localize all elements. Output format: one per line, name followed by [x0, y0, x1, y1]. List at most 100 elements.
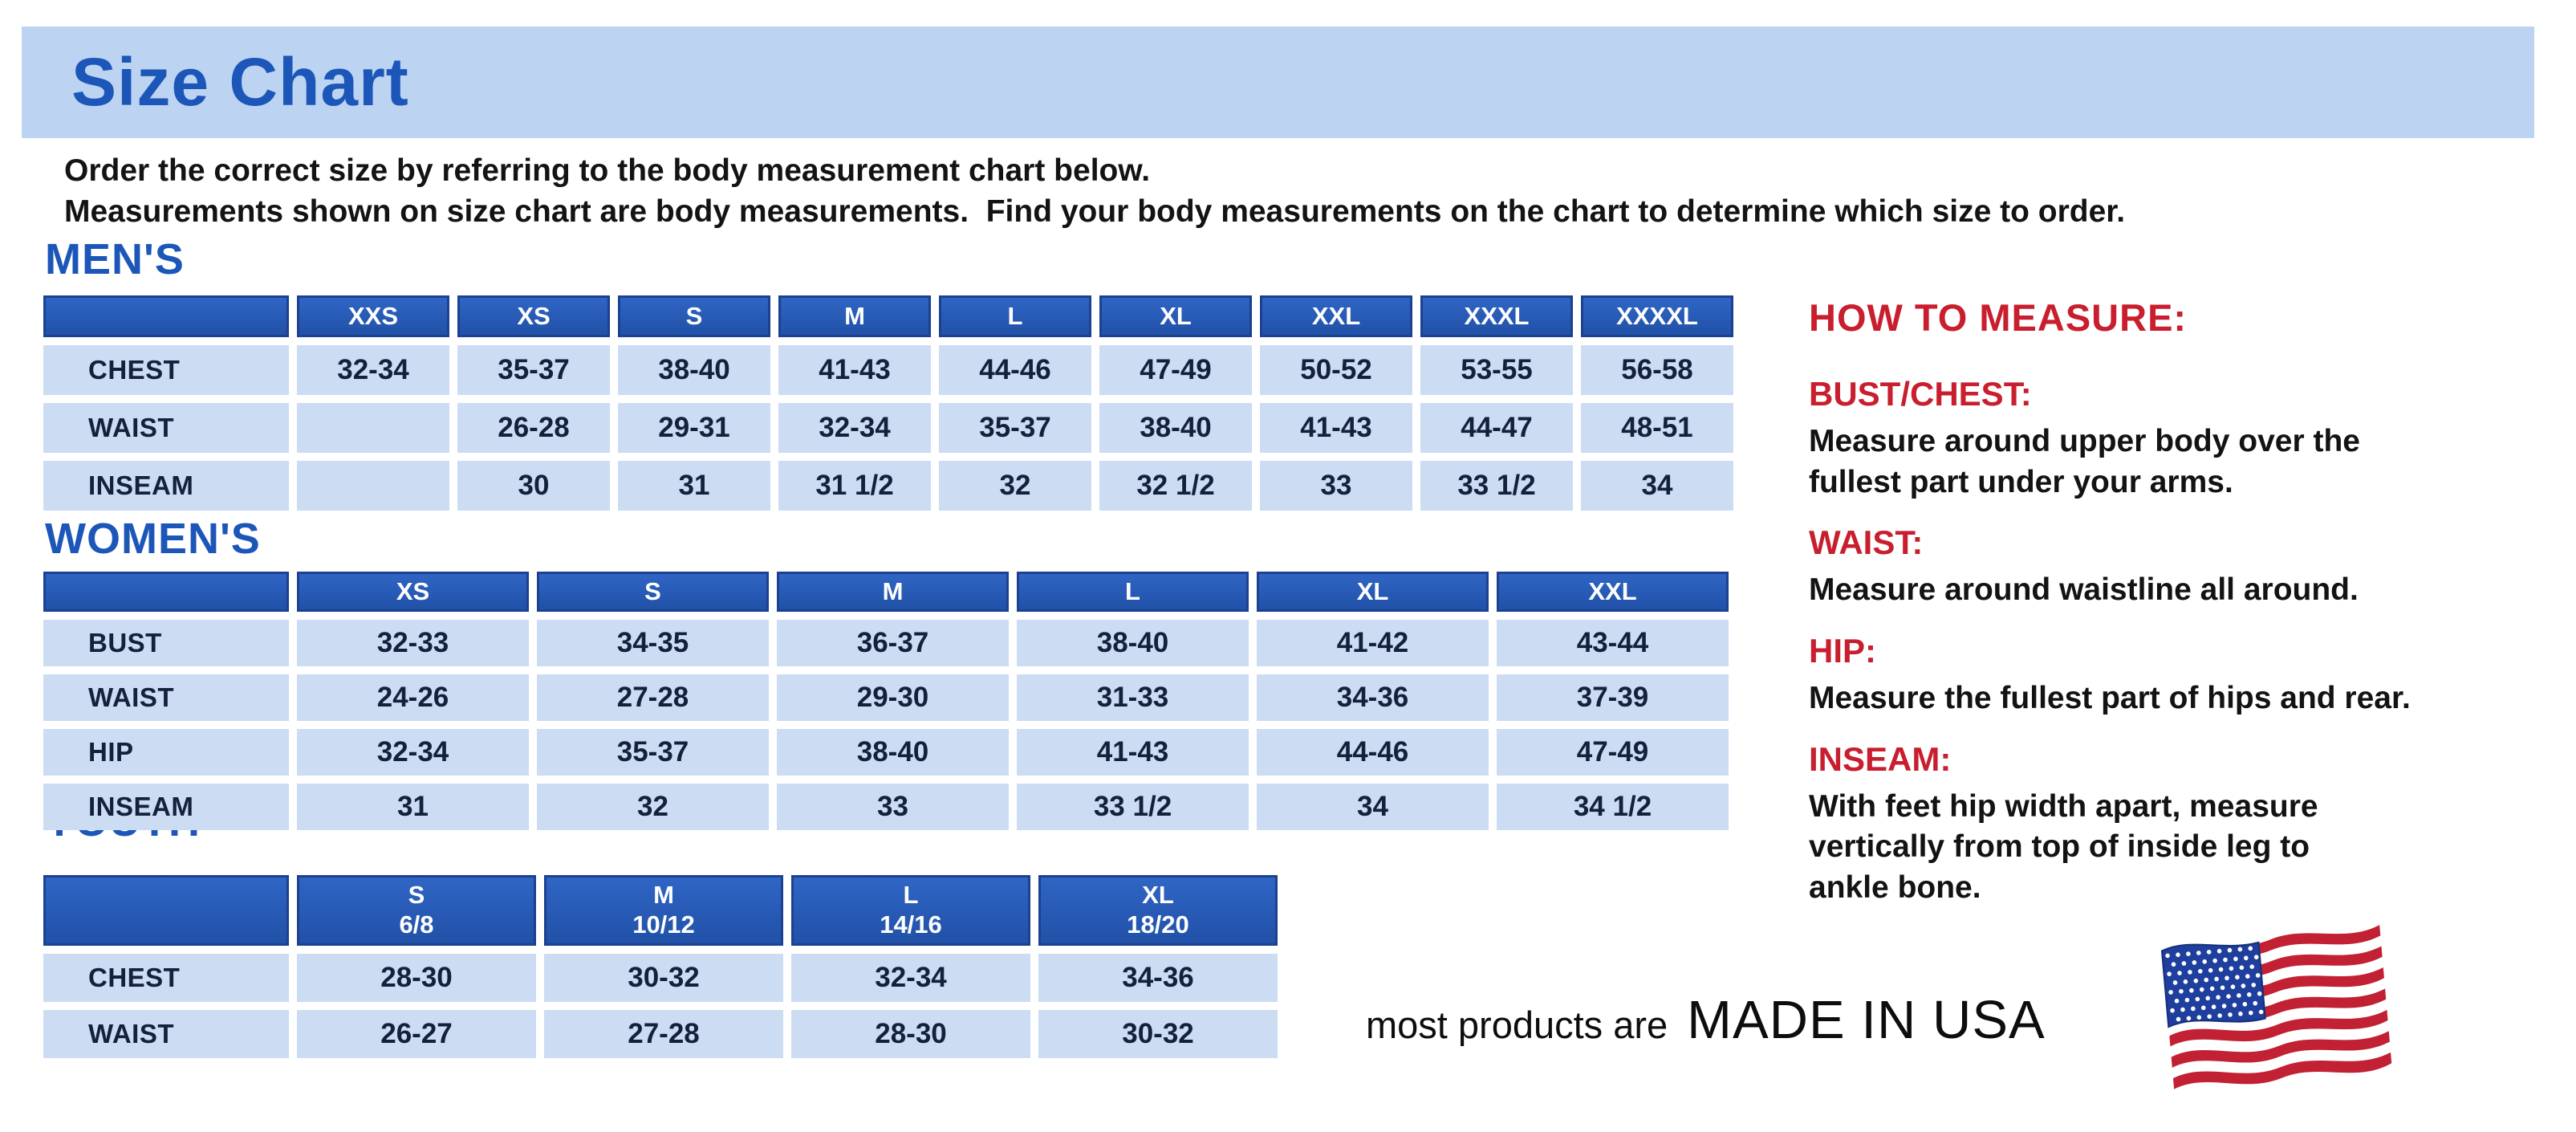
hip-label: HIP:	[1809, 632, 1876, 670]
column-header-cell: XXL	[1260, 295, 1412, 337]
column-header-cell: XL 18/20	[1038, 875, 1278, 946]
page-title: Size Chart	[71, 44, 409, 120]
data-cell: 41-43	[1260, 403, 1412, 453]
data-cell: 27-28	[544, 1010, 783, 1058]
data-cell: 24-26	[297, 674, 529, 721]
row-label-cell: INSEAM	[43, 461, 289, 511]
how-to-measure-section: HOW TO MEASURE: BUST/CHEST: Measure arou…	[1809, 295, 2571, 925]
column-header-cell: L	[1017, 572, 1249, 612]
column-header-cell: XS	[297, 572, 529, 612]
data-cell: 28-30	[297, 954, 536, 1002]
data-cell: 34 1/2	[1497, 784, 1729, 830]
column-header-cell: XXS	[297, 295, 449, 337]
data-cell: 26-27	[297, 1010, 536, 1058]
column-header-cell: M	[777, 572, 1009, 612]
data-cell: 43-44	[1497, 620, 1729, 666]
column-header-cell: M 10/12	[544, 875, 783, 946]
data-cell: 27-28	[537, 674, 769, 721]
data-cell: 32-33	[297, 620, 529, 666]
row-label-cell: WAIST	[43, 403, 289, 453]
data-cell: 38-40	[777, 729, 1009, 776]
data-cell: 32-34	[297, 345, 449, 395]
data-cell: 33	[1260, 461, 1412, 511]
how-to-measure-heading: HOW TO MEASURE:	[1809, 296, 2188, 339]
row-label-cell: BUST	[43, 620, 289, 666]
data-cell: 32	[939, 461, 1091, 511]
data-cell: 34-35	[537, 620, 769, 666]
data-cell: 44-46	[939, 345, 1091, 395]
data-cell: 33 1/2	[1017, 784, 1249, 830]
data-cell: 32-34	[778, 403, 931, 453]
data-cell: 47-49	[1497, 729, 1729, 776]
data-cell: 41-43	[1017, 729, 1249, 776]
data-cell: 32 1/2	[1099, 461, 1252, 511]
data-cell: 34-36	[1257, 674, 1489, 721]
data-cell: 50-52	[1260, 345, 1412, 395]
data-cell: 37-39	[1497, 674, 1729, 721]
data-cell: 30	[457, 461, 610, 511]
mens-size-table: XXS XS S M L XL XXL XXXL XXXXL CHEST 32-34 35-37 38-…	[43, 295, 1733, 511]
row-label-cell: CHEST	[43, 345, 289, 395]
data-cell: 31	[618, 461, 770, 511]
data-cell: 30-32	[544, 954, 783, 1002]
data-cell: 34-36	[1038, 954, 1278, 1002]
data-cell: 44-47	[1420, 403, 1573, 453]
data-cell: 32-34	[297, 729, 529, 776]
data-cell: 31 1/2	[778, 461, 931, 511]
data-cell: 28-30	[791, 1010, 1030, 1058]
intro-text: Order the correct size by referring to t…	[64, 153, 2126, 229]
data-cell: 33	[777, 784, 1009, 830]
column-header-cell: S	[618, 295, 770, 337]
data-cell: 31-33	[1017, 674, 1249, 721]
data-cell: 29-30	[777, 674, 1009, 721]
womens-section-heading: WOMEN'S	[45, 515, 261, 563]
data-cell: 29-31	[618, 403, 770, 453]
column-header-cell: XS	[457, 295, 610, 337]
data-cell: 35-37	[457, 345, 610, 395]
bust-chest-text: Measure around upper body over the fulle…	[1809, 424, 2360, 499]
table-corner-cell	[43, 572, 289, 612]
column-header-cell: L	[939, 295, 1091, 337]
data-cell: 38-40	[1017, 620, 1249, 666]
data-cell: 41-43	[778, 345, 931, 395]
column-header-cell: XXL	[1497, 572, 1729, 612]
row-label-cell: WAIST	[43, 674, 289, 721]
data-cell: 47-49	[1099, 345, 1252, 395]
column-header-cell: S	[537, 572, 769, 612]
data-cell	[297, 403, 449, 453]
hip-text: Measure the fullest part of hips and rea…	[1809, 681, 2411, 716]
header-band: Size Chart	[22, 26, 2534, 138]
data-cell: 32-34	[791, 954, 1030, 1002]
made-in-usa-prefix: most products are	[1366, 1004, 1668, 1046]
data-cell: 33 1/2	[1420, 461, 1573, 511]
data-cell: 32	[537, 784, 769, 830]
column-header-cell: XL	[1099, 295, 1252, 337]
row-label-cell: WAIST	[43, 1010, 289, 1058]
column-header-cell: XL	[1257, 572, 1489, 612]
data-cell: 35-37	[939, 403, 1091, 453]
table-corner-cell	[43, 875, 289, 946]
data-cell: 34	[1257, 784, 1489, 830]
table-corner-cell	[43, 295, 289, 337]
column-header-cell: XXXXL	[1581, 295, 1733, 337]
data-cell: 38-40	[1099, 403, 1252, 453]
inseam-label: INSEAM:	[1809, 739, 1952, 778]
data-cell: 48-51	[1581, 403, 1733, 453]
data-cell: 38-40	[618, 345, 770, 395]
waist-text: Measure around waistline all around.	[1809, 572, 2359, 608]
column-header-cell: M	[778, 295, 931, 337]
data-cell: 26-28	[457, 403, 610, 453]
data-cell: 31	[297, 784, 529, 830]
youth-size-table: S 6/8 M 10/12 L 14/16 XL 18/20 CHEST 28-30 30-…	[43, 875, 1278, 1058]
data-cell: 36-37	[777, 620, 1009, 666]
data-cell: 30-32	[1038, 1010, 1278, 1058]
row-label-cell: CHEST	[43, 954, 289, 1002]
mens-section-heading: MEN'S	[45, 235, 185, 283]
data-cell	[297, 461, 449, 511]
made-in-usa-text: MADE IN USA	[1687, 990, 2046, 1050]
made-in-usa-line: most products are MADE IN USA	[1366, 989, 2046, 1051]
row-label-cell: HIP	[43, 729, 289, 776]
womens-size-table: XS S M L XL XXL BUST 32-33 34-35 36-37 38-40 41-42 4…	[43, 572, 1729, 830]
bust-chest-label: BUST/CHEST:	[1809, 375, 2032, 413]
